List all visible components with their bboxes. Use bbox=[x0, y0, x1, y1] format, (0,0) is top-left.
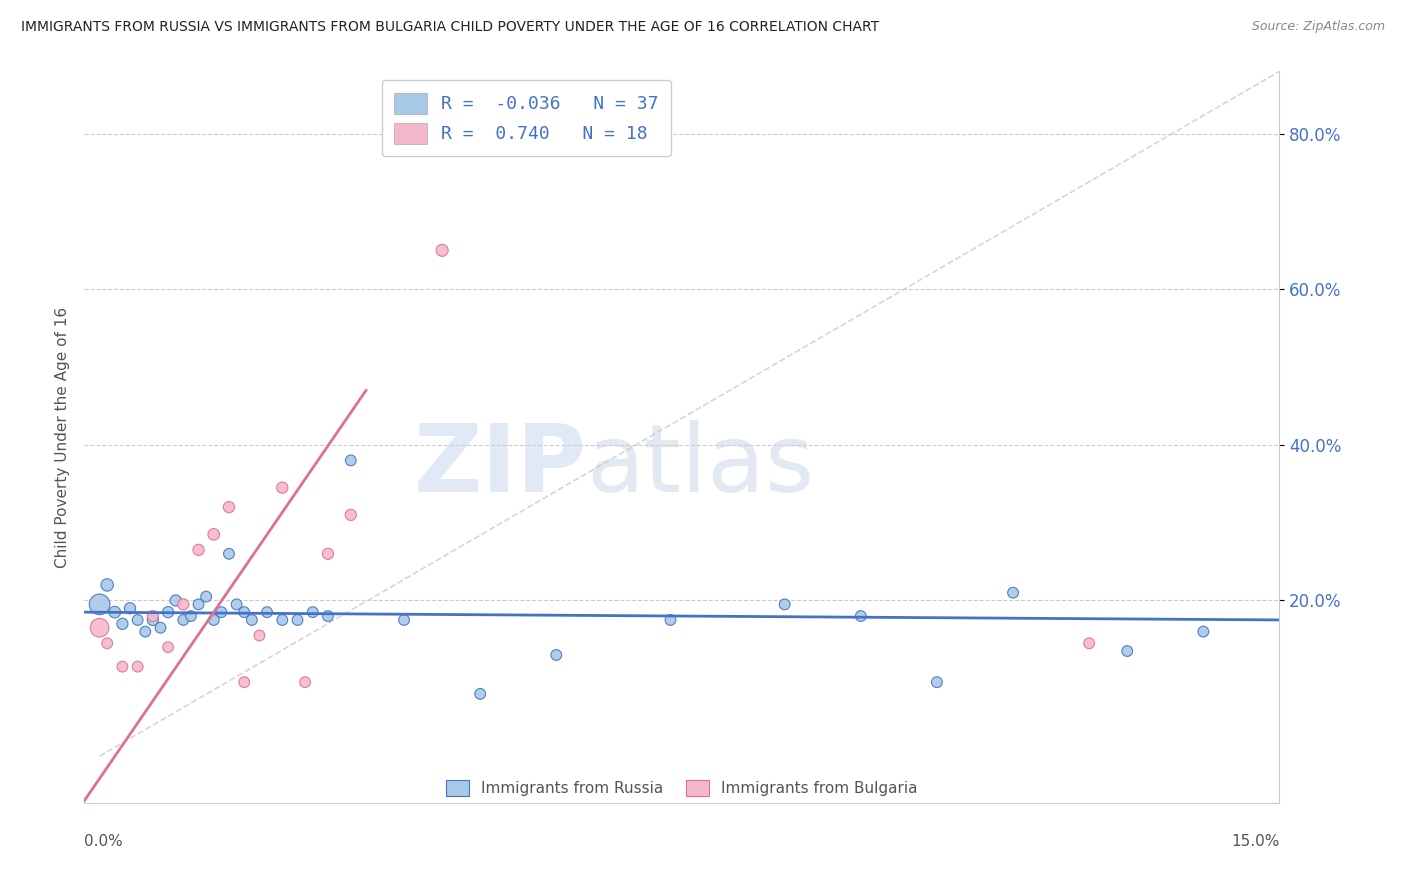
Point bbox=[1192, 624, 1215, 639]
Point bbox=[209, 605, 232, 619]
Point bbox=[134, 624, 156, 639]
Point bbox=[187, 542, 209, 557]
Point bbox=[127, 613, 149, 627]
Point bbox=[294, 675, 316, 690]
Point bbox=[849, 609, 872, 624]
Point bbox=[142, 613, 165, 627]
Point bbox=[172, 598, 194, 612]
Point bbox=[157, 605, 180, 619]
Point bbox=[218, 547, 240, 561]
Point bbox=[1078, 636, 1101, 650]
Point bbox=[240, 613, 263, 627]
Point bbox=[925, 675, 948, 690]
Text: 15.0%: 15.0% bbox=[1232, 834, 1279, 849]
Point bbox=[195, 590, 218, 604]
Point bbox=[249, 628, 271, 642]
Point bbox=[546, 648, 568, 662]
Point bbox=[149, 621, 172, 635]
Text: ZIP: ZIP bbox=[413, 420, 586, 512]
Point bbox=[316, 609, 339, 624]
Y-axis label: Child Poverty Under the Age of 16: Child Poverty Under the Age of 16 bbox=[55, 307, 70, 567]
Point bbox=[773, 598, 796, 612]
Point bbox=[89, 598, 111, 612]
Point bbox=[202, 613, 225, 627]
Point bbox=[256, 605, 278, 619]
Point bbox=[118, 601, 141, 615]
Point bbox=[142, 609, 165, 624]
Point bbox=[1116, 644, 1139, 658]
Point bbox=[271, 481, 294, 495]
Legend: Immigrants from Russia, Immigrants from Bulgaria: Immigrants from Russia, Immigrants from … bbox=[440, 774, 924, 803]
Point bbox=[233, 675, 256, 690]
Point bbox=[187, 598, 209, 612]
Point bbox=[1002, 585, 1025, 599]
Point bbox=[111, 659, 134, 673]
Point bbox=[165, 593, 187, 607]
Point bbox=[233, 605, 256, 619]
Point bbox=[96, 636, 118, 650]
Point bbox=[218, 500, 240, 515]
Point bbox=[287, 613, 309, 627]
Point bbox=[430, 244, 453, 258]
Point bbox=[392, 613, 415, 627]
Point bbox=[316, 547, 339, 561]
Point bbox=[96, 578, 118, 592]
Point bbox=[180, 609, 202, 624]
Text: 0.0%: 0.0% bbox=[84, 834, 124, 849]
Point bbox=[89, 621, 111, 635]
Text: Source: ZipAtlas.com: Source: ZipAtlas.com bbox=[1251, 20, 1385, 33]
Point bbox=[301, 605, 323, 619]
Point bbox=[470, 687, 492, 701]
Point bbox=[659, 613, 682, 627]
Text: IMMIGRANTS FROM RUSSIA VS IMMIGRANTS FROM BULGARIA CHILD POVERTY UNDER THE AGE O: IMMIGRANTS FROM RUSSIA VS IMMIGRANTS FRO… bbox=[21, 20, 879, 34]
Point bbox=[157, 640, 180, 655]
Point bbox=[172, 613, 194, 627]
Point bbox=[225, 598, 247, 612]
Point bbox=[202, 527, 225, 541]
Point bbox=[271, 613, 294, 627]
Text: atlas: atlas bbox=[586, 420, 814, 512]
Point bbox=[339, 453, 361, 467]
Point bbox=[339, 508, 361, 522]
Point bbox=[111, 616, 134, 631]
Point bbox=[104, 605, 127, 619]
Point bbox=[127, 659, 149, 673]
